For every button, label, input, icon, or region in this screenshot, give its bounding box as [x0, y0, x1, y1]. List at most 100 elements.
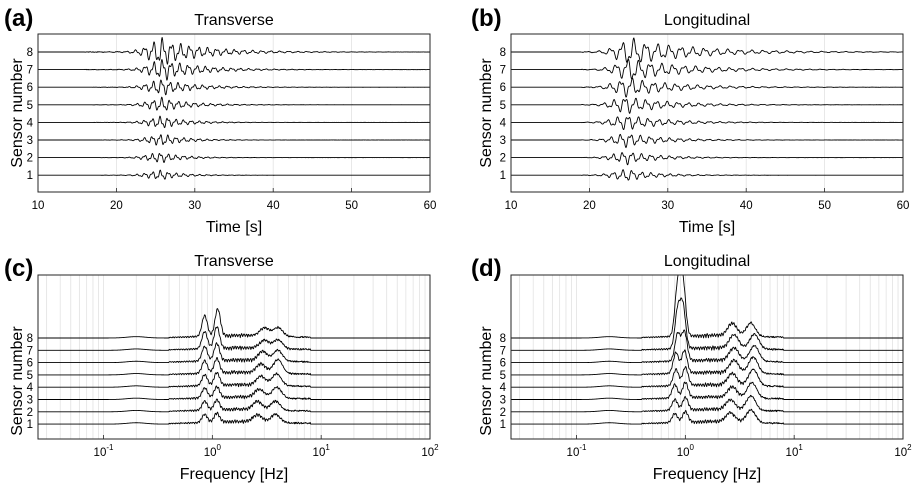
sensor-trace-5	[511, 349, 795, 376]
x-tick-label: 10	[505, 200, 518, 212]
axes-box	[510, 33, 904, 193]
axes-box	[510, 274, 904, 440]
sensor-trace-7	[511, 297, 795, 351]
y-axis-label: Sensor number	[478, 326, 495, 436]
traces	[511, 275, 903, 425]
sensor-trace-1	[511, 169, 903, 181]
sensor-trace-2	[38, 153, 430, 163]
x-tick-label: 101	[786, 443, 804, 459]
panel-letter: (c)	[4, 255, 33, 282]
sensor-trace-7	[511, 58, 903, 80]
panel-title: Longitudinal	[664, 12, 750, 29]
traces	[38, 308, 430, 425]
sensor-tick-label: 4	[500, 117, 507, 129]
x-axis-label: Time [s]	[206, 219, 262, 236]
sensor-tick-label: 1	[500, 419, 506, 431]
sensor-tick-label: 2	[500, 153, 506, 165]
x-tick-label: 20	[110, 200, 123, 212]
sensor-tick-label: 1	[500, 170, 506, 182]
sensor-trace-7	[38, 326, 322, 351]
x-tick-label: 20	[583, 200, 596, 212]
x-tick-label: 40	[267, 200, 280, 212]
sensor-trace-6	[511, 329, 795, 364]
x-tick-label: 10-1	[94, 443, 114, 459]
sensor-trace-8	[38, 36, 430, 65]
axes-frame	[37, 274, 431, 440]
sensor-tick-label: 1	[27, 419, 33, 431]
sensor-trace-3	[38, 134, 430, 146]
sensor-tick-label: 4	[27, 117, 34, 129]
sensor-tick-label: 4	[27, 382, 34, 394]
sensor-tick-label: 1	[27, 170, 33, 182]
x-tick-label: 102	[421, 443, 439, 459]
sensor-tick-label: 7	[500, 65, 506, 77]
x-tick-label: 10	[32, 200, 45, 212]
sensor-trace-4	[511, 116, 903, 130]
y-axis-label: Sensor number	[9, 326, 26, 436]
sensor-tick-label: 2	[27, 153, 33, 165]
sensor-tick-label: 8	[27, 47, 33, 59]
x-tick-label: 101	[313, 443, 331, 459]
sensor-tick-label: 7	[27, 345, 33, 357]
x-tick-label: 50	[818, 200, 831, 212]
sensor-trace-8	[38, 308, 322, 339]
sensor-tick-label: 5	[27, 370, 33, 382]
sensor-tick-label: 7	[27, 65, 33, 77]
panel-letter: (b)	[471, 5, 502, 32]
axes-box	[37, 274, 431, 440]
traces	[38, 36, 430, 180]
sensor-tick-label: 6	[500, 82, 506, 94]
sensor-trace-5	[38, 96, 430, 111]
x-tick-label: 10-1	[567, 443, 587, 459]
sensor-trace-2	[511, 152, 903, 166]
sensor-trace-4	[38, 371, 322, 388]
sensor-trace-3	[511, 133, 903, 149]
sensor-trace-1	[38, 411, 322, 425]
axes-box	[37, 33, 431, 193]
panel-letter: (a)	[4, 5, 33, 32]
sensor-trace-5	[511, 97, 903, 114]
x-tick-label: 102	[894, 443, 912, 459]
axes-frame	[510, 274, 904, 440]
sensor-trace-3	[511, 381, 795, 400]
panel-b: 10 20 30 40 50 60 1 2 3 4 5 6 7 8 (b) Longitudinal Time …	[471, 5, 909, 236]
x-tick-label: 60	[897, 200, 910, 212]
x-tick-label: 30	[188, 200, 201, 212]
sensor-trace-4	[38, 115, 430, 129]
sensor-tick-label: 6	[27, 358, 33, 370]
sensor-tick-label: 8	[500, 47, 506, 59]
panel-letter: (d)	[471, 255, 502, 282]
sensor-tick-label: 2	[27, 407, 33, 419]
sensor-tick-label: 5	[500, 370, 506, 382]
sensor-trace-8	[511, 275, 795, 339]
sensor-tick-label: 2	[500, 407, 506, 419]
sensor-tick-label: 6	[27, 82, 33, 94]
panel-title: Longitudinal	[664, 253, 750, 270]
panel-title: Transverse	[194, 12, 274, 29]
sensor-trace-6	[38, 342, 322, 364]
sensor-trace-7	[38, 59, 430, 81]
sensor-trace-1	[38, 169, 430, 180]
sensor-trace-5	[38, 357, 322, 376]
sensor-tick-label: 3	[27, 135, 33, 147]
sensor-tick-label: 3	[27, 395, 33, 407]
x-tick-label: 100	[204, 443, 222, 459]
sensor-tick-label: 3	[500, 395, 506, 407]
x-axis-label: Frequency [Hz]	[653, 466, 761, 483]
sensor-tick-label: 5	[500, 100, 506, 112]
x-axis-label: Time [s]	[679, 219, 735, 236]
x-tick-label: 60	[424, 200, 437, 212]
sensor-tick-label: 3	[500, 135, 506, 147]
panel-a: 10 20 30 40 50 60 1 2 3 4 5 6 7 8 (a) Transverse Time [s…	[4, 5, 436, 236]
axes-frame	[510, 33, 904, 193]
sensor-trace-2	[511, 394, 795, 413]
sensor-trace-8	[511, 37, 903, 63]
traces	[511, 37, 903, 181]
sensor-tick-label: 5	[27, 100, 33, 112]
x-tick-label: 30	[661, 200, 674, 212]
sensor-trace-3	[38, 385, 322, 400]
sensor-trace-2	[38, 398, 322, 413]
